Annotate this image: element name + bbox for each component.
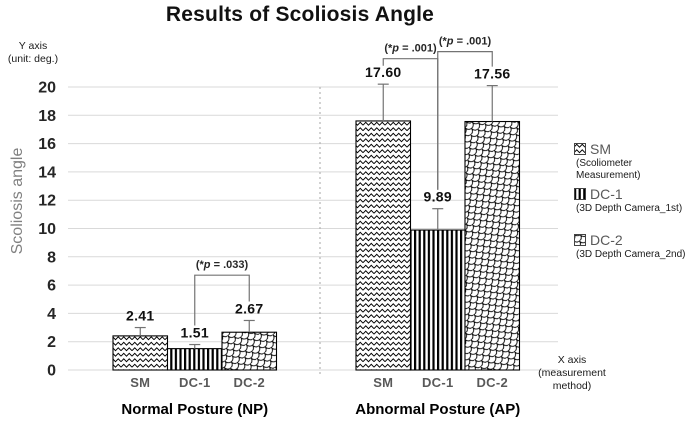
bar-dc-2 — [464, 120, 521, 371]
legend-item-sm: SM (Scoliometer Measurement) — [574, 141, 690, 181]
legend-desc-dc1-line1: (3D Depth Camera_1st) — [576, 203, 683, 214]
value-label: 2.41 — [126, 308, 154, 324]
zigzag-pattern-swatch — [574, 143, 586, 155]
group-label: Normal Posture (NP) — [121, 401, 268, 418]
bar-dc-2 — [221, 331, 278, 371]
significance-bracket — [437, 51, 493, 190]
p-value-label: (*p = .033) — [196, 259, 249, 271]
category-label: DC-1 — [179, 375, 211, 390]
significance-bracket — [194, 274, 250, 326]
legend-desc-dc2: (3D Depth Camera_2nd) — [576, 249, 690, 261]
value-label: 17.56 — [474, 66, 511, 82]
legend-desc-dc1: (3D Depth Camera_1st) — [576, 203, 690, 215]
legend-key-dc1: DC-1 — [590, 186, 623, 202]
group-label: Abnormal Posture (AP) — [355, 401, 520, 418]
legend-desc-sm-line2: Measurement) — [576, 169, 641, 181]
category-label: DC-2 — [476, 375, 508, 390]
legend-desc-sm-line1: (Scoliometer — [576, 158, 633, 169]
y-tick-label: 4 — [47, 306, 56, 323]
legend-desc-dc2-line1: (3D Depth Camera_2nd) — [576, 248, 686, 260]
y-axis-unit-label: Y axis (unit: deg.) — [2, 40, 64, 66]
fish-scale-pattern-swatch — [574, 233, 586, 246]
category-label: SM — [373, 375, 393, 390]
value-label: 17.60 — [365, 64, 402, 80]
x-axis-label-line3: method) — [552, 380, 592, 392]
value-label: 1.51 — [181, 325, 209, 341]
value-label: 9.89 — [424, 189, 452, 205]
y-tick-label: 14 — [38, 164, 56, 181]
legend-key-sm: SM — [590, 141, 611, 157]
y-axis-title: Scoliosis angle — [9, 147, 26, 255]
bar-dc-1 — [166, 348, 223, 371]
x-axis-label: X axis (measurement method) — [534, 354, 610, 393]
p-value-label: (*p = .001) — [384, 43, 437, 55]
category-label: SM — [130, 375, 150, 390]
bar-dc-1 — [409, 229, 466, 371]
y-axis-unit-line1: Y axis — [18, 40, 48, 52]
y-tick-label: 20 — [38, 80, 56, 97]
legend: SM (Scoliometer Measurement) DC-1 (3D De… — [574, 141, 690, 260]
y-tick-label: 0 — [47, 363, 56, 380]
legend-item-dc1: DC-1 (3D Depth Camera_1st) — [574, 186, 690, 215]
y-tick-label: 12 — [38, 193, 56, 210]
legend-key-dc2: DC-2 — [590, 231, 623, 248]
y-tick-label: 10 — [38, 221, 56, 238]
bar-sm — [112, 335, 169, 371]
category-label: DC-1 — [422, 375, 454, 390]
y-tick-label: 2 — [47, 334, 56, 351]
p-value-label: (*p = .001) — [439, 36, 492, 48]
value-label: 2.67 — [235, 300, 263, 316]
category-label: DC-2 — [233, 375, 265, 390]
chart-title: Results of Scoliosis Angle — [165, 3, 435, 26]
bar-sm — [355, 120, 412, 371]
vertical-stripes-pattern-swatch — [574, 188, 586, 200]
y-tick-label: 18 — [38, 108, 56, 125]
x-axis-label-line2: (measurement — [538, 367, 606, 379]
y-tick-label: 16 — [38, 136, 56, 153]
x-axis-label-line1: X axis — [557, 354, 587, 366]
y-axis-unit-line2: (unit: deg.) — [7, 53, 59, 65]
legend-desc-sm: (Scoliometer Measurement) — [576, 158, 690, 181]
y-tick-label: 8 — [47, 249, 56, 266]
legend-item-dc2: DC-2 (3D Depth Camera_2nd) — [574, 232, 690, 261]
y-tick-label: 6 — [47, 278, 56, 295]
